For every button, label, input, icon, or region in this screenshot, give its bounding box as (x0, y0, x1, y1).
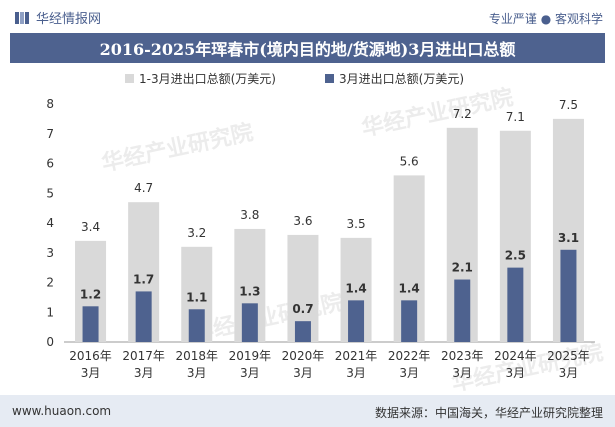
brand-name: 华经情报网 (36, 12, 102, 27)
total-value-label: 5.6 (400, 154, 419, 168)
x-tick-label: 3月 (293, 366, 313, 380)
x-tick-label: 3月 (187, 366, 207, 380)
y-tick-label: 8 (46, 97, 54, 111)
march-bar (294, 321, 311, 342)
march-bar (507, 267, 524, 342)
footer: www.huaon.com 数据来源：中国海关，华经产业研究院整理 (0, 395, 615, 427)
y-tick-label: 3 (46, 246, 54, 260)
x-tick-label: 3月 (506, 366, 526, 380)
march-value-label: 2.1 (452, 261, 473, 275)
march-value-label: 1.2 (80, 287, 101, 301)
y-tick-label: 6 (46, 157, 54, 171)
x-tick-label: 3月 (81, 366, 101, 380)
total-value-label: 3.2 (187, 226, 206, 240)
x-tick-label: 3月 (559, 366, 579, 380)
x-tick-label: 2020年 (282, 349, 325, 363)
march-bar (135, 291, 152, 342)
x-tick-label: 3月 (240, 366, 260, 380)
march-bar (560, 249, 577, 342)
total-value-label: 7.1 (506, 110, 525, 124)
x-tick-label: 2023年 (441, 349, 484, 363)
march-value-label: 1.4 (345, 281, 366, 295)
march-value-label: 0.7 (292, 302, 313, 316)
brand[interactable]: 华经情报网 (14, 8, 101, 27)
footer-site[interactable]: www.huaon.com (12, 404, 112, 418)
y-tick-label: 4 (46, 216, 54, 230)
x-tick-label: 3月 (346, 366, 366, 380)
march-value-label: 1.1 (186, 290, 207, 304)
march-value-label: 1.7 (133, 272, 154, 286)
y-tick-label: 7 (46, 127, 54, 141)
footer-source: 数据来源：中国海关，华经产业研究院整理 (374, 406, 603, 420)
total-value-label: 7.2 (453, 107, 472, 121)
march-value-label: 1.3 (239, 284, 260, 298)
march-bar (188, 309, 205, 342)
x-tick-label: 2025年 (547, 349, 590, 363)
march-value-label: 2.5 (505, 249, 526, 263)
total-value-label: 3.8 (240, 208, 259, 222)
march-bar (241, 303, 258, 342)
y-tick-label: 5 (46, 186, 54, 200)
y-tick-label: 0 (46, 335, 54, 349)
total-value-label: 3.5 (347, 217, 366, 231)
top-bar: 华经情报网 专业严谨 ● 客观科学 (0, 0, 615, 33)
x-tick-label: 2024年 (494, 349, 537, 363)
total-value-label: 7.5 (559, 98, 578, 112)
y-tick-label: 2 (46, 276, 54, 290)
legend-label: 3月进出口总额(万美元) (339, 72, 464, 86)
legend-swatch (325, 74, 334, 83)
x-tick-label: 2016年 (69, 349, 112, 363)
x-tick-label: 3月 (399, 366, 419, 380)
tagline: 专业严谨 ● 客观科学 (488, 12, 603, 26)
legend-label: 1-3月进出口总额(万美元) (139, 72, 276, 86)
bar-chart: 1-3月进出口总额(万美元) 3月进出口总额(万美元) 0 1 2 3 4 5 6 7 8 3.4 1.… (46, 72, 595, 380)
x-tick-label: 3月 (134, 366, 154, 380)
x-tick-label: 2021年 (335, 349, 378, 363)
x-tick-label: 2022年 (388, 349, 431, 363)
x-tick-label: 2019年 (229, 349, 272, 363)
march-bar (401, 300, 418, 342)
march-bar (348, 300, 365, 342)
x-tick-label: 3月 (452, 366, 472, 380)
march-value-label: 1.4 (399, 281, 420, 295)
total-value-label: 3.4 (81, 220, 100, 234)
brand-logo-icon (15, 11, 29, 24)
total-value-label: 3.6 (293, 214, 312, 228)
x-tick-label: 2017年 (122, 349, 165, 363)
chart-title: 2016-2025年珲春市(境内目的地/货源地)3月进出口总额 (10, 33, 605, 63)
march-bar (454, 279, 471, 342)
y-tick-label: 1 (46, 305, 54, 319)
x-tick-label: 2018年 (175, 349, 218, 363)
legend-swatch (125, 74, 134, 83)
total-value-label: 4.7 (134, 181, 153, 195)
march-bar (82, 306, 99, 342)
march-value-label: 3.1 (558, 231, 579, 245)
